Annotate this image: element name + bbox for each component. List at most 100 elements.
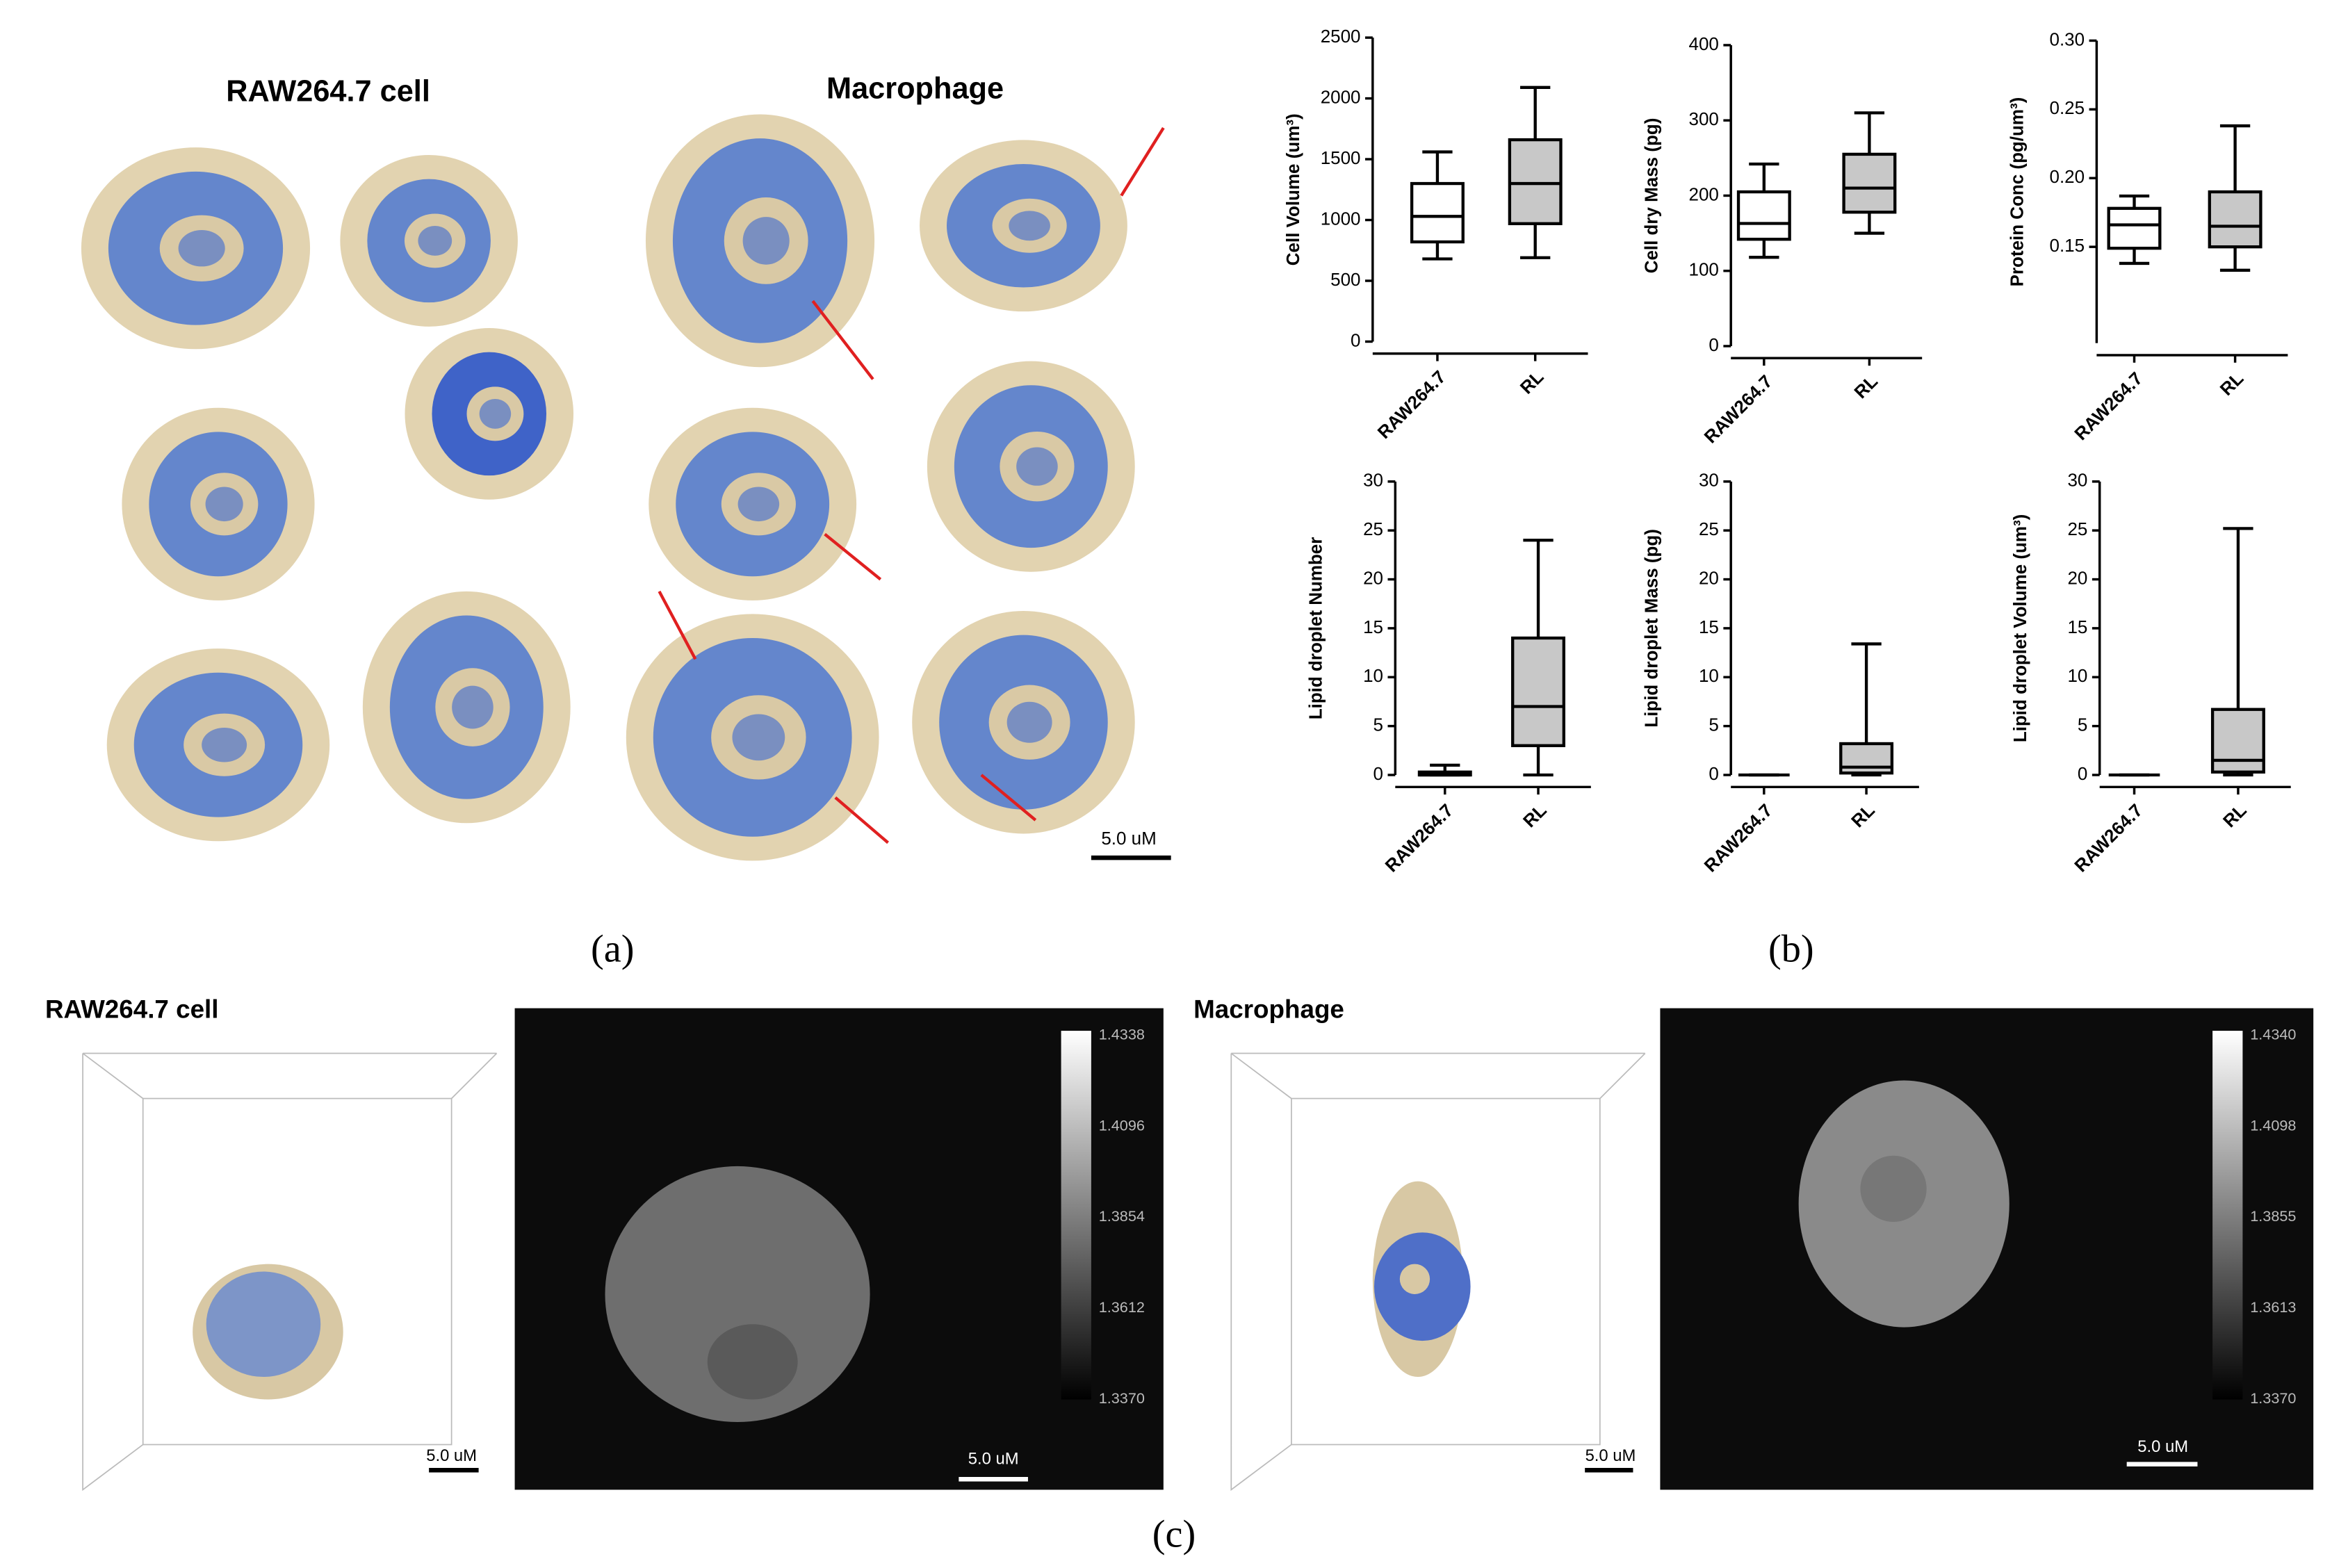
- upper-whisker: [1851, 642, 1882, 744]
- box: [1410, 181, 1465, 244]
- lower-whisker: [2119, 248, 2150, 266]
- cell-render: [1016, 447, 1058, 486]
- x-tick-label: RAW264.7: [1381, 800, 1458, 876]
- upper-whisker: [1854, 111, 1885, 154]
- upper-whisker: [2223, 527, 2253, 710]
- y-tick-label: 30: [1699, 470, 1719, 491]
- y-tick-label: 500: [1330, 269, 1360, 290]
- lower-whisker: [1520, 223, 1551, 259]
- cell-render: [1399, 1264, 1430, 1294]
- colorbar-label: 1.4340: [2250, 1025, 2296, 1043]
- x-tick-label: RL: [1847, 799, 1879, 831]
- box: [1842, 152, 1897, 214]
- y-tick-label: 0.30: [2050, 28, 2085, 49]
- y-tick-label: 15: [2067, 616, 2087, 637]
- cell-render: [742, 217, 790, 265]
- panel-label: (a): [591, 927, 634, 970]
- colorbar-label: 1.3613: [2250, 1298, 2296, 1316]
- y-tick-label: 30: [1363, 470, 1383, 491]
- y-axis-label: Lipid droplet Mass (pg): [1640, 529, 1661, 728]
- panel-label: (b): [1768, 927, 1814, 970]
- x-tick-label: RAW264.7: [2070, 368, 2146, 444]
- y-tick-label: 10: [1699, 665, 1719, 686]
- x-tick-label: RL: [2219, 799, 2251, 831]
- colorbar-label: 1.3855: [2250, 1207, 2296, 1225]
- box: [1736, 190, 1791, 241]
- box: [1508, 138, 1563, 225]
- cell-render: [418, 225, 453, 256]
- y-tick-label: 5: [1373, 714, 1383, 735]
- y-axis-label: Cell Volume (um³): [1282, 113, 1303, 266]
- heading: RAW264.7 cell: [45, 995, 219, 1024]
- cell-render: [1006, 701, 1052, 743]
- y-tick-label: 400: [1689, 33, 1719, 54]
- cell-render: [479, 398, 512, 429]
- cell-render: [178, 230, 225, 267]
- cell-render: [737, 487, 780, 522]
- box: [2107, 206, 2162, 250]
- scale-bar-label: 5.0 uM: [1585, 1446, 1636, 1465]
- box: [2208, 190, 2263, 249]
- y-tick-label: 5: [1709, 714, 1718, 735]
- y-tick-label: 10: [2067, 665, 2087, 686]
- x-tick-label: RAW264.7: [1373, 366, 1450, 443]
- y-tick-label: 0: [1709, 334, 1718, 355]
- x-tick-label: RAW264.7: [1700, 370, 1777, 447]
- lower-whisker: [1422, 242, 1453, 261]
- colorbar-label: 1.3370: [1099, 1389, 1145, 1407]
- arrow: [834, 796, 889, 844]
- scale-bar-label: 5.0 uM: [2137, 1437, 2188, 1456]
- y-tick-label: 5: [2078, 714, 2087, 735]
- upper-whisker: [1749, 162, 1779, 193]
- panel-label: (c): [1152, 1513, 1196, 1556]
- lower-whisker: [1749, 239, 1779, 259]
- y-tick-label: 15: [1699, 616, 1719, 637]
- upper-whisker: [1523, 539, 1554, 638]
- y-tick-label: 20: [2067, 567, 2087, 588]
- cell-render: [205, 487, 243, 522]
- scale-bar-label: 5.0 uM: [426, 1446, 477, 1465]
- arrow: [658, 590, 697, 660]
- y-axis-label: Lipid droplet Volume (um³): [2009, 514, 2030, 742]
- x-tick-label: RL: [1516, 366, 1548, 398]
- arrow: [1120, 126, 1165, 197]
- y-tick-label: 25: [2067, 518, 2087, 539]
- lower-whisker: [2219, 247, 2251, 272]
- y-tick-label: 0.15: [2050, 235, 2085, 256]
- colorbar-label: 1.4338: [1099, 1025, 1145, 1043]
- y-tick-label: 0.25: [2050, 97, 2085, 118]
- box: [2210, 708, 2265, 774]
- colorbar-label: 1.3854: [1099, 1207, 1145, 1225]
- cell-render: [732, 714, 785, 761]
- arrow: [824, 532, 882, 581]
- heading: Macrophage: [826, 72, 1004, 105]
- nucleus: [707, 1324, 798, 1400]
- y-tick-label: 300: [1689, 108, 1719, 129]
- nucleus: [1860, 1155, 1927, 1223]
- scale-bar-label: 5.0 uM: [968, 1449, 1019, 1468]
- box: [1511, 636, 1565, 747]
- y-tick-label: 1000: [1321, 208, 1361, 229]
- y-tick-label: 2000: [1321, 86, 1361, 107]
- colorbar-label: 1.4096: [1099, 1116, 1145, 1134]
- y-tick-label: 15: [1363, 616, 1383, 637]
- y-tick-label: 25: [1699, 518, 1719, 539]
- colorbar-label: 1.3370: [2250, 1389, 2296, 1407]
- arrow: [811, 300, 874, 380]
- y-tick-label: 25: [1363, 518, 1383, 539]
- cell-render: [1009, 211, 1050, 241]
- y-tick-label: 10: [1363, 665, 1383, 686]
- y-tick-label: 1500: [1321, 147, 1361, 168]
- colorbar-label: 1.4098: [2250, 1116, 2296, 1134]
- cell-image: [605, 1166, 870, 1422]
- y-tick-label: 2500: [1321, 26, 1361, 47]
- y-tick-label: 0: [1709, 763, 1718, 784]
- y-tick-label: 30: [2067, 470, 2087, 491]
- y-tick-label: 0: [2078, 763, 2087, 784]
- lower-whisker: [1854, 212, 1885, 235]
- upper-whisker: [2119, 194, 2150, 209]
- x-tick-label: RAW264.7: [1700, 800, 1777, 876]
- colorbar: [1061, 1031, 1091, 1400]
